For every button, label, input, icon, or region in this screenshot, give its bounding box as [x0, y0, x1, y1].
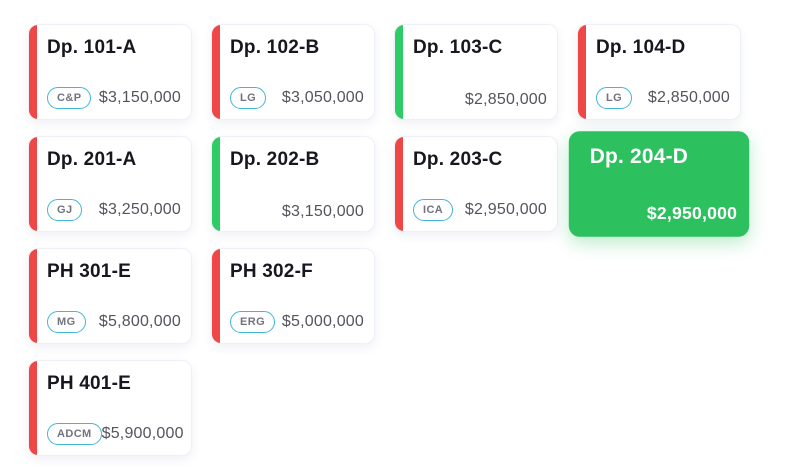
card-footer: ERG $5,000,000 [230, 311, 364, 333]
floor-row-4: PH 401-E ADCM $5,900,000 [28, 360, 787, 456]
unit-title: Dp. 202-B [230, 149, 320, 170]
unit-title: Dp. 203-C [413, 149, 503, 170]
unit-card[interactable]: PH 401-E ADCM $5,900,000 [28, 360, 192, 456]
status-stripe [29, 137, 37, 231]
unit-title: Dp. 104-D [596, 37, 686, 58]
unit-price: $2,850,000 [464, 91, 547, 108]
unit-price: $5,800,000 [98, 313, 181, 330]
unit-price: $2,950,000 [646, 204, 738, 224]
unit-price: $3,250,000 [98, 201, 181, 218]
agency-badge: ERG [230, 311, 276, 333]
status-stripe [395, 25, 403, 119]
card-footer: GJ $3,250,000 [47, 199, 181, 221]
card-footer: $3,150,000 [230, 203, 364, 221]
unit-card[interactable]: Dp. 102-B LG $3,050,000 [211, 24, 375, 120]
unit-card[interactable]: Dp. 203-C ICA $2,950,000 [394, 136, 558, 232]
unit-price: $5,900,000 [101, 425, 184, 442]
agency-badge: MG [47, 311, 86, 333]
unit-card[interactable]: Dp. 201-A GJ $3,250,000 [28, 136, 192, 232]
unit-title: PH 401-E [47, 373, 131, 394]
unit-price: $3,050,000 [281, 89, 364, 106]
unit-board: Dp. 101-A C&P $3,150,000 Dp. 102-B LG $3… [28, 24, 787, 456]
status-stripe [578, 25, 586, 119]
unit-title: PH 302-F [230, 261, 313, 282]
unit-card[interactable]: PH 301-E MG $5,800,000 [28, 248, 192, 344]
unit-title: Dp. 201-A [47, 149, 137, 170]
card-footer: $2,850,000 [413, 91, 547, 109]
unit-price: $2,950,000 [464, 201, 547, 218]
status-stripe [212, 137, 220, 231]
unit-price: $2,850,000 [647, 89, 730, 106]
unit-title: Dp. 102-B [230, 37, 320, 58]
unit-title: PH 301-E [47, 261, 131, 282]
card-footer: MG $5,800,000 [47, 311, 181, 333]
status-stripe [212, 25, 220, 119]
unit-price: $5,000,000 [281, 313, 364, 330]
agency-badge: ICA [413, 199, 454, 221]
status-stripe [29, 361, 37, 455]
agency-badge: GJ [47, 199, 83, 221]
card-footer: LG $3,050,000 [230, 87, 364, 109]
agency-badge: LG [596, 87, 633, 109]
card-footer: ADCM $5,900,000 [47, 423, 184, 445]
card-footer: LG $2,850,000 [596, 87, 730, 109]
agency-badge: LG [230, 87, 267, 109]
card-footer: $2,950,000 [590, 205, 737, 225]
card-footer: ICA $2,950,000 [413, 199, 547, 221]
agency-badge: C&P [47, 87, 92, 109]
unit-title: Dp. 103-C [413, 37, 503, 58]
unit-title: Dp. 204-D [589, 145, 689, 169]
unit-card[interactable]: Dp. 204-D $2,950,000 [568, 131, 750, 237]
status-stripe [29, 25, 37, 119]
unit-card[interactable]: PH 302-F ERG $5,000,000 [211, 248, 375, 344]
floor-row-2: Dp. 201-A GJ $3,250,000 Dp. 202-B $3,150… [28, 131, 787, 237]
status-stripe [29, 249, 37, 343]
status-stripe [395, 137, 403, 231]
card-footer: C&P $3,150,000 [47, 87, 181, 109]
unit-price: $3,150,000 [98, 89, 181, 106]
status-stripe [212, 249, 220, 343]
unit-card[interactable]: Dp. 101-A C&P $3,150,000 [28, 24, 192, 120]
unit-price: $3,150,000 [281, 203, 364, 220]
floor-row-1: Dp. 101-A C&P $3,150,000 Dp. 102-B LG $3… [28, 24, 787, 120]
agency-badge: ADCM [47, 423, 102, 445]
unit-title: Dp. 101-A [47, 37, 137, 58]
unit-card[interactable]: Dp. 104-D LG $2,850,000 [577, 24, 741, 120]
floor-row-3: PH 301-E MG $5,800,000 PH 302-F ERG $5,0… [28, 248, 787, 344]
unit-card[interactable]: Dp. 103-C $2,850,000 [394, 24, 558, 120]
unit-card[interactable]: Dp. 202-B $3,150,000 [211, 136, 375, 232]
